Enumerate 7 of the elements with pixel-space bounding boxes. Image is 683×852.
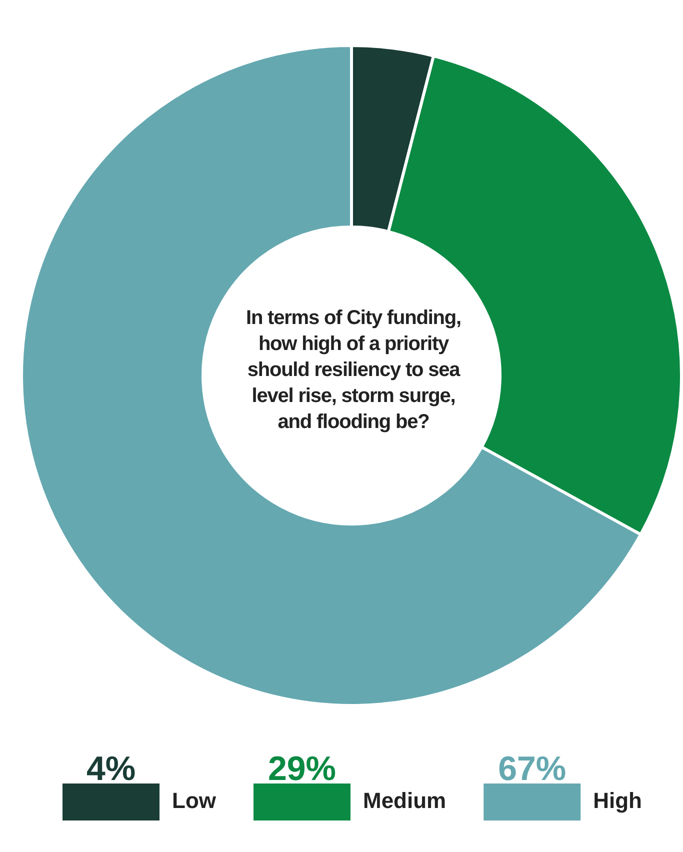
data-label: 29% — [268, 750, 336, 788]
legend-label: Low — [172, 788, 217, 814]
legend-label: Medium — [363, 788, 446, 814]
legend-label: High — [593, 788, 642, 814]
data-label: 4% — [86, 750, 136, 788]
data-label: 67% — [498, 750, 566, 788]
text: In terms of City funding, how high of a priority should resiliency to sea level rise, storm surge, and flooding be? — [246, 306, 461, 435]
